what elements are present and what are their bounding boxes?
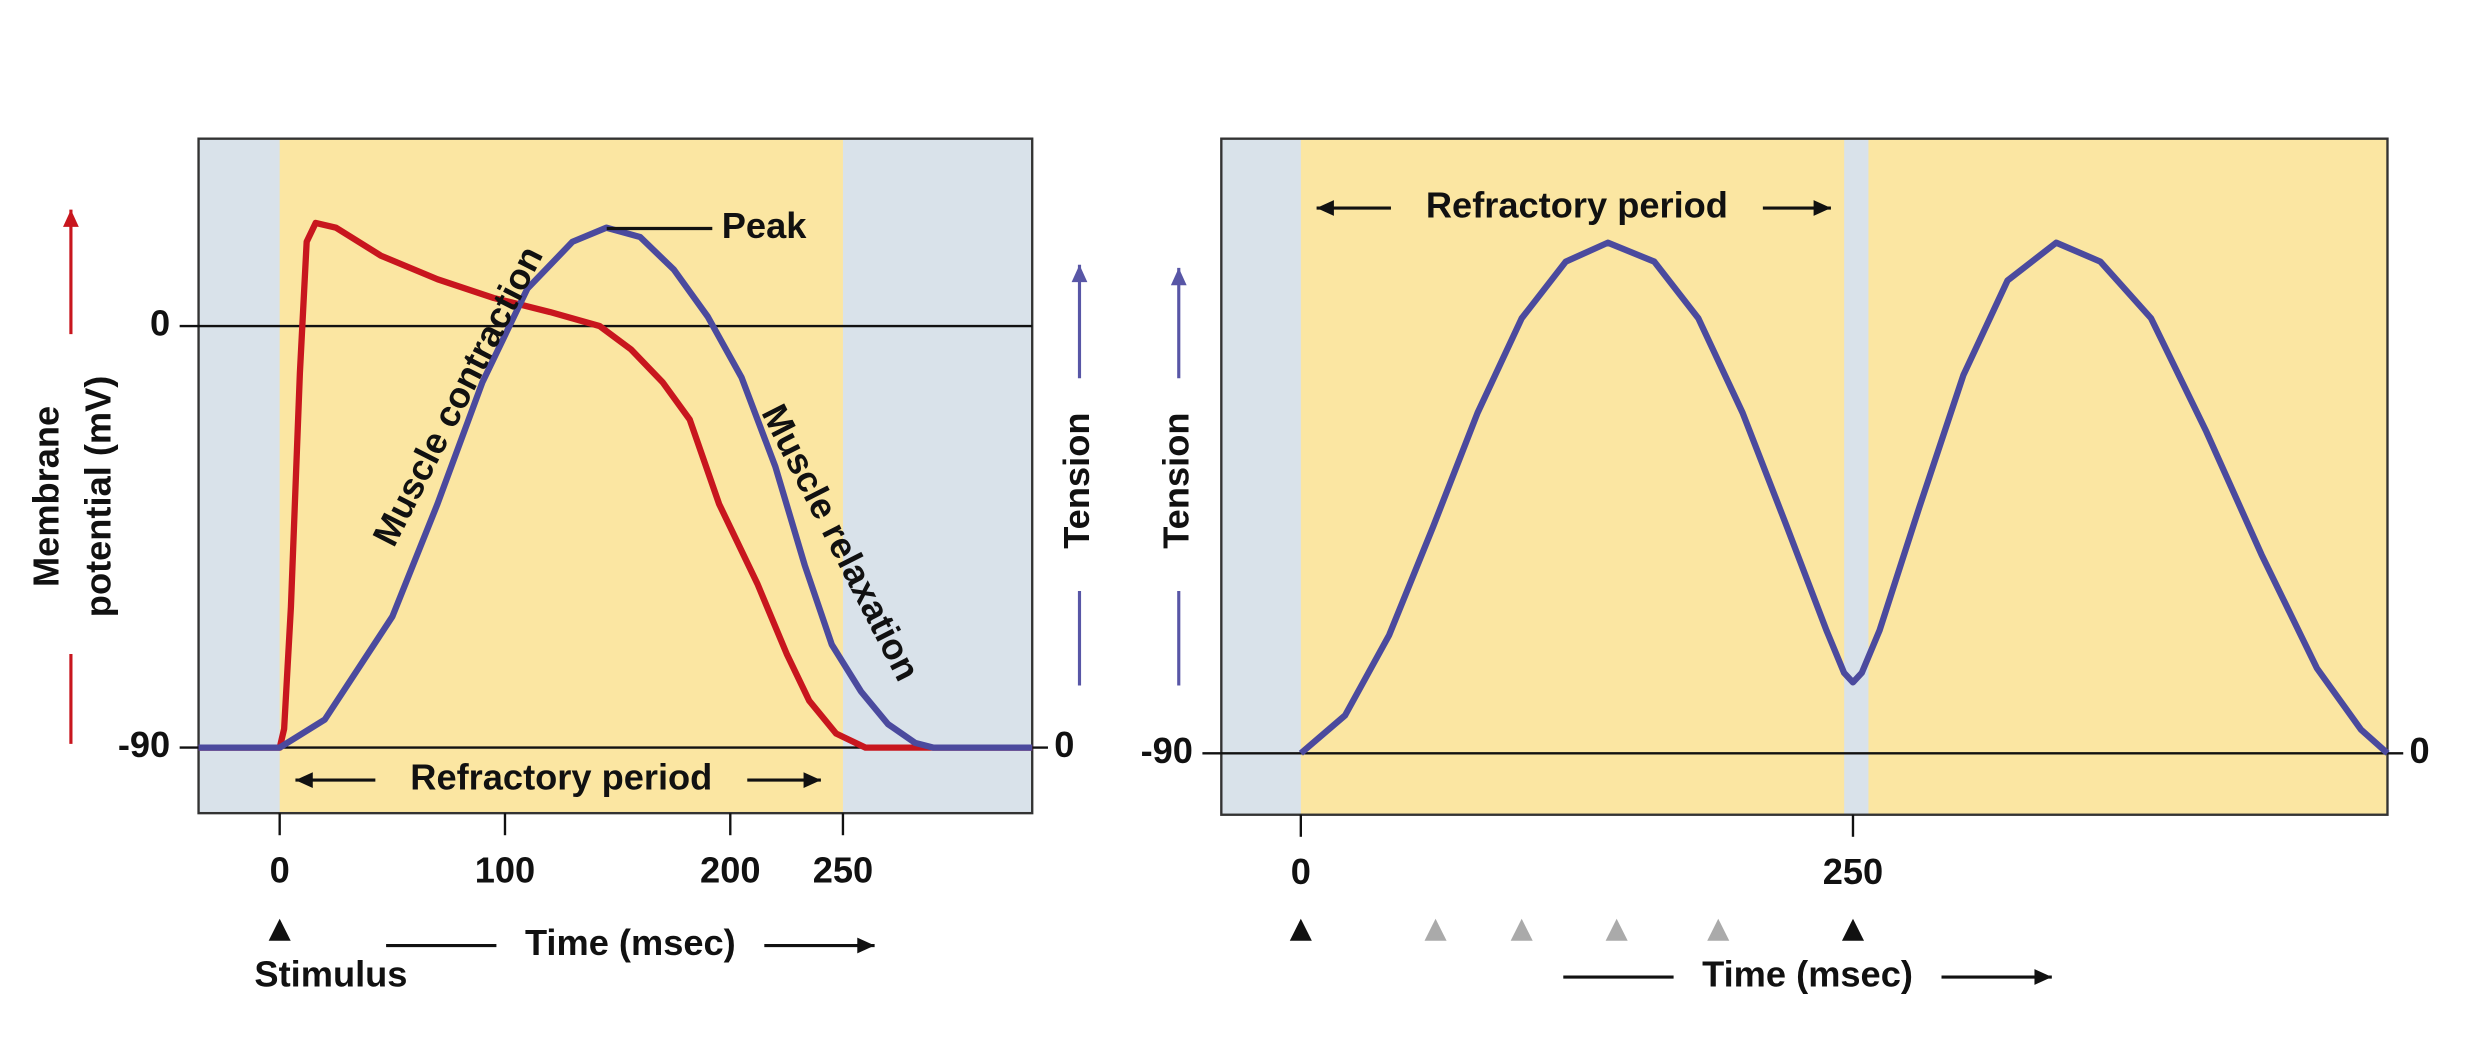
- stimulus-marker-gray: [1707, 918, 1730, 941]
- plot-frame: [1220, 137, 2389, 816]
- arrow-head: [2034, 969, 2052, 985]
- arrow-head: [857, 937, 875, 954]
- stimulus-marker-gray: [1605, 918, 1628, 941]
- refractory-label: Refractory period: [410, 757, 712, 798]
- arrow-head: [295, 772, 313, 788]
- peak-label: Peak: [722, 205, 807, 246]
- x-tick-label: 100: [475, 850, 535, 891]
- y-axis-label: Tension: [1155, 413, 1196, 549]
- x-axis-label: Time (msec): [1702, 954, 1913, 995]
- y-tick-label: -90: [1141, 730, 1193, 771]
- x-tick-label: 200: [700, 850, 760, 891]
- plot-frame: [197, 137, 1034, 815]
- y2-axis-label: Tension: [1056, 413, 1097, 549]
- x-axis-label: Time (msec): [525, 922, 736, 963]
- y-axis-label: potential (mV): [77, 376, 118, 618]
- curve: [198, 219, 1033, 751]
- arrow-head: [1813, 200, 1831, 216]
- arrow-head: [803, 772, 821, 788]
- stimulus-marker: [268, 918, 291, 941]
- arrow-head: [63, 209, 79, 227]
- y2-tick-label: 0: [2410, 730, 2430, 771]
- y-axis-label: Membrane: [25, 406, 66, 587]
- x-tick-label: 0: [270, 850, 290, 891]
- arrow-head: [1071, 264, 1088, 283]
- y2-tick-label: 0: [1054, 724, 1074, 765]
- refractory-label: Refractory period: [1426, 185, 1728, 226]
- refractory-shade: [1300, 138, 1845, 815]
- refractory-shade: [1868, 138, 2388, 815]
- curve: [198, 224, 1033, 751]
- x-tick-label: 250: [1823, 851, 1883, 892]
- y-tick-label: 0: [150, 303, 170, 344]
- arrow-head: [1170, 267, 1187, 286]
- stimulus-marker: [1841, 918, 1865, 941]
- x-tick-label: 0: [1291, 851, 1311, 892]
- stimulus-label: Stimulus: [254, 954, 407, 995]
- stimulus-marker-gray: [1424, 918, 1447, 941]
- x-tick-label: 250: [813, 850, 873, 891]
- arrow-head: [1316, 200, 1334, 216]
- curve: [1298, 239, 2390, 756]
- stimulus-marker: [1289, 918, 1312, 941]
- stimulus-marker-gray: [1510, 918, 1533, 941]
- y-tick-label: -90: [118, 724, 170, 765]
